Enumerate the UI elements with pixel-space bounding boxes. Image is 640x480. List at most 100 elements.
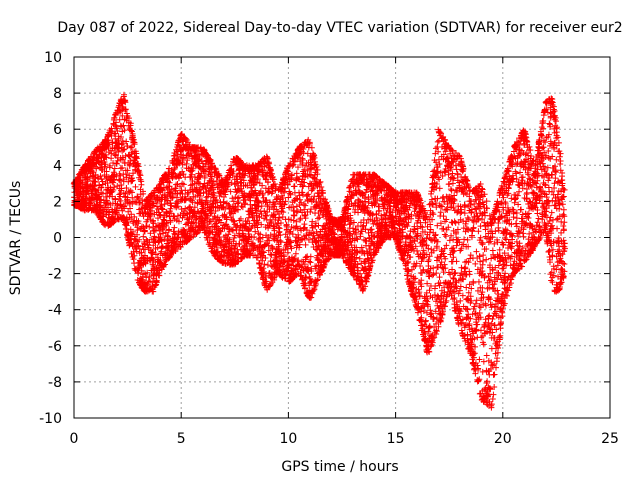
data-point bbox=[307, 208, 314, 215]
data-point bbox=[118, 185, 125, 192]
data-point bbox=[292, 250, 299, 257]
data-point bbox=[120, 146, 127, 153]
data-point bbox=[139, 201, 146, 208]
data-point bbox=[113, 119, 120, 126]
data-point bbox=[417, 263, 424, 270]
data-point bbox=[111, 165, 118, 172]
data-point bbox=[92, 179, 99, 186]
data-point bbox=[171, 224, 178, 231]
data-point bbox=[113, 208, 120, 215]
data-point bbox=[113, 125, 120, 132]
data-point bbox=[138, 181, 145, 188]
data-point bbox=[124, 167, 131, 174]
data-point bbox=[144, 269, 151, 276]
data-point bbox=[134, 227, 141, 234]
data-point bbox=[124, 143, 131, 150]
data-point bbox=[103, 197, 110, 204]
data-point bbox=[302, 202, 309, 209]
data-point bbox=[121, 127, 128, 134]
data-point bbox=[121, 146, 128, 153]
data-point bbox=[102, 151, 109, 158]
data-point bbox=[120, 122, 127, 129]
data-point bbox=[105, 141, 112, 148]
data-point bbox=[98, 184, 105, 191]
data-point bbox=[136, 245, 143, 252]
data-point bbox=[355, 209, 362, 216]
data-point bbox=[229, 195, 236, 202]
data-point bbox=[146, 273, 153, 280]
data-point bbox=[118, 134, 125, 141]
data-point bbox=[120, 140, 127, 147]
data-point bbox=[109, 193, 116, 200]
data-point bbox=[256, 235, 263, 242]
data-point bbox=[356, 255, 363, 262]
data-point bbox=[140, 224, 147, 231]
data-point bbox=[108, 125, 115, 132]
data-point bbox=[96, 193, 103, 200]
data-point bbox=[106, 162, 113, 169]
data-point bbox=[120, 93, 127, 100]
data-point bbox=[127, 205, 134, 212]
data-point bbox=[114, 127, 121, 134]
data-point bbox=[103, 154, 110, 161]
data-point bbox=[106, 209, 113, 216]
data-point bbox=[89, 173, 96, 180]
data-point bbox=[129, 218, 136, 225]
data-point bbox=[135, 218, 142, 225]
data-point bbox=[136, 171, 143, 178]
data-point bbox=[108, 150, 115, 157]
data-point bbox=[130, 228, 137, 235]
data-point bbox=[127, 144, 134, 151]
data-point bbox=[128, 231, 135, 238]
data-point bbox=[138, 267, 145, 274]
data-point bbox=[131, 213, 138, 220]
data-point bbox=[102, 161, 109, 168]
data-point bbox=[126, 172, 133, 179]
data-point bbox=[102, 193, 109, 200]
data-points bbox=[70, 91, 568, 411]
data-point bbox=[302, 241, 309, 248]
data-point bbox=[133, 155, 140, 162]
data-point bbox=[87, 199, 94, 206]
data-point bbox=[85, 188, 92, 195]
data-point bbox=[117, 172, 124, 179]
data-point bbox=[138, 277, 145, 284]
data-point bbox=[235, 199, 242, 206]
data-point bbox=[110, 176, 117, 183]
data-point bbox=[129, 189, 136, 196]
data-point bbox=[134, 194, 141, 201]
chart-title: Day 087 of 2022, Sidereal Day-to-day VTE… bbox=[57, 20, 622, 36]
data-point bbox=[111, 184, 118, 191]
data-point bbox=[165, 165, 172, 172]
data-point bbox=[112, 122, 119, 129]
data-point bbox=[129, 194, 136, 201]
data-point bbox=[139, 223, 146, 230]
data-point bbox=[123, 171, 130, 178]
data-point bbox=[113, 160, 120, 167]
data-point bbox=[99, 150, 106, 157]
data-point bbox=[346, 184, 353, 191]
data-point bbox=[419, 269, 426, 276]
data-point bbox=[119, 164, 126, 171]
data-point bbox=[100, 213, 107, 220]
data-point bbox=[132, 183, 139, 190]
data-point bbox=[169, 174, 176, 181]
data-point bbox=[141, 228, 148, 235]
data-point bbox=[133, 248, 140, 255]
data-point bbox=[267, 258, 274, 265]
data-point bbox=[138, 249, 145, 256]
data-point bbox=[124, 219, 131, 226]
data-point bbox=[426, 287, 433, 294]
data-point bbox=[293, 203, 300, 210]
data-point bbox=[128, 143, 135, 150]
data-point bbox=[123, 138, 130, 145]
data-point bbox=[146, 278, 153, 285]
data-point bbox=[110, 187, 117, 194]
data-point bbox=[117, 193, 124, 200]
data-point bbox=[130, 170, 137, 177]
data-point bbox=[299, 156, 306, 163]
data-point bbox=[111, 114, 118, 121]
data-point bbox=[120, 178, 127, 185]
data-point bbox=[131, 252, 138, 259]
